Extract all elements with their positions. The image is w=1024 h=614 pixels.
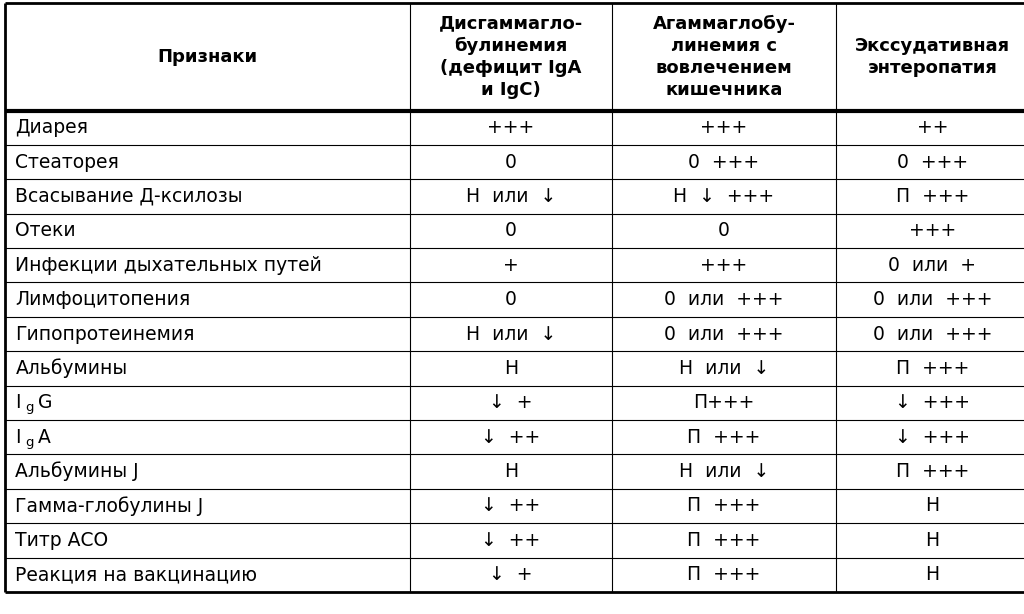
Text: ↓  +: ↓ +: [489, 565, 532, 584]
Text: П  +++: П +++: [687, 565, 761, 584]
Text: 0  или  +++: 0 или +++: [665, 290, 783, 309]
Text: g: g: [26, 435, 34, 449]
Text: ++: ++: [916, 119, 948, 137]
Text: Дисгаммагло-
булинемия
(дефицит IgA
и IgC): Дисгаммагло- булинемия (дефицит IgA и Ig…: [439, 14, 583, 99]
Text: 0  или  +++: 0 или +++: [872, 325, 992, 343]
Text: Всасывание Д-ксилозы: Всасывание Д-ксилозы: [15, 187, 243, 206]
Text: 0  или  +++: 0 или +++: [872, 290, 992, 309]
Text: +++: +++: [487, 119, 535, 137]
Text: ↓  +: ↓ +: [489, 394, 532, 412]
Text: ↓  +++: ↓ +++: [895, 394, 970, 412]
Text: I: I: [15, 394, 20, 412]
Text: Н  или  ↓: Н или ↓: [466, 187, 556, 206]
Text: П  +++: П +++: [687, 428, 761, 446]
Text: 0  +++: 0 +++: [897, 153, 968, 171]
Text: П  +++: П +++: [896, 359, 969, 378]
Text: Гамма-глобулины J: Гамма-глобулины J: [15, 496, 204, 516]
Text: ↓  ++: ↓ ++: [481, 531, 541, 550]
Text: G: G: [38, 394, 52, 412]
Text: Альбумины: Альбумины: [15, 359, 127, 378]
Text: +++: +++: [908, 222, 956, 240]
Text: П  +++: П +++: [896, 187, 969, 206]
Text: +++: +++: [700, 119, 748, 137]
Text: Н  или  ↓: Н или ↓: [679, 359, 769, 378]
Text: Н  или  ↓: Н или ↓: [679, 462, 769, 481]
Text: +: +: [503, 256, 519, 274]
Text: Н: Н: [504, 359, 518, 378]
Text: +++: +++: [700, 256, 748, 274]
Text: ↓  ++: ↓ ++: [481, 428, 541, 446]
Text: g: g: [26, 401, 34, 414]
Text: 0: 0: [718, 222, 730, 240]
Text: I: I: [15, 428, 20, 446]
Text: Н: Н: [926, 565, 939, 584]
Text: Лимфоцитопения: Лимфоцитопения: [15, 290, 190, 309]
Text: Н: Н: [926, 497, 939, 515]
Text: 0: 0: [505, 153, 517, 171]
Text: Альбумины J: Альбумины J: [15, 462, 139, 481]
Text: Н  или  ↓: Н или ↓: [466, 325, 556, 343]
Text: П  +++: П +++: [896, 462, 969, 481]
Text: Диарея: Диарея: [15, 119, 88, 137]
Text: Реакция на вакцинацию: Реакция на вакцинацию: [15, 565, 257, 584]
Text: Отеки: Отеки: [15, 222, 76, 240]
Text: Н: Н: [504, 462, 518, 481]
Text: Н: Н: [926, 531, 939, 550]
Text: ↓  ++: ↓ ++: [481, 497, 541, 515]
Text: Агаммаглобу-
линемия с
вовлечением
кишечника: Агаммаглобу- линемия с вовлечением кишеч…: [652, 14, 796, 99]
Text: A: A: [38, 428, 51, 446]
Text: Н  ↓  +++: Н ↓ +++: [674, 187, 774, 206]
Text: 0  или  +: 0 или +: [889, 256, 976, 274]
Text: Признаки: Признаки: [158, 48, 257, 66]
Text: П  +++: П +++: [687, 497, 761, 515]
Text: 0: 0: [505, 290, 517, 309]
Text: ↓  +++: ↓ +++: [895, 428, 970, 446]
Text: Экссудативная
энтеропатия: Экссудативная энтеропатия: [855, 37, 1010, 77]
Text: 0  или  +++: 0 или +++: [665, 325, 783, 343]
Text: 0: 0: [505, 222, 517, 240]
Text: 0  +++: 0 +++: [688, 153, 760, 171]
Text: Титр АСО: Титр АСО: [15, 531, 109, 550]
Text: Гипопротеинемия: Гипопротеинемия: [15, 325, 195, 343]
Text: Стеаторея: Стеаторея: [15, 153, 119, 171]
Text: П+++: П+++: [693, 394, 755, 412]
Text: Инфекции дыхательных путей: Инфекции дыхательных путей: [15, 256, 323, 274]
Text: П  +++: П +++: [687, 531, 761, 550]
